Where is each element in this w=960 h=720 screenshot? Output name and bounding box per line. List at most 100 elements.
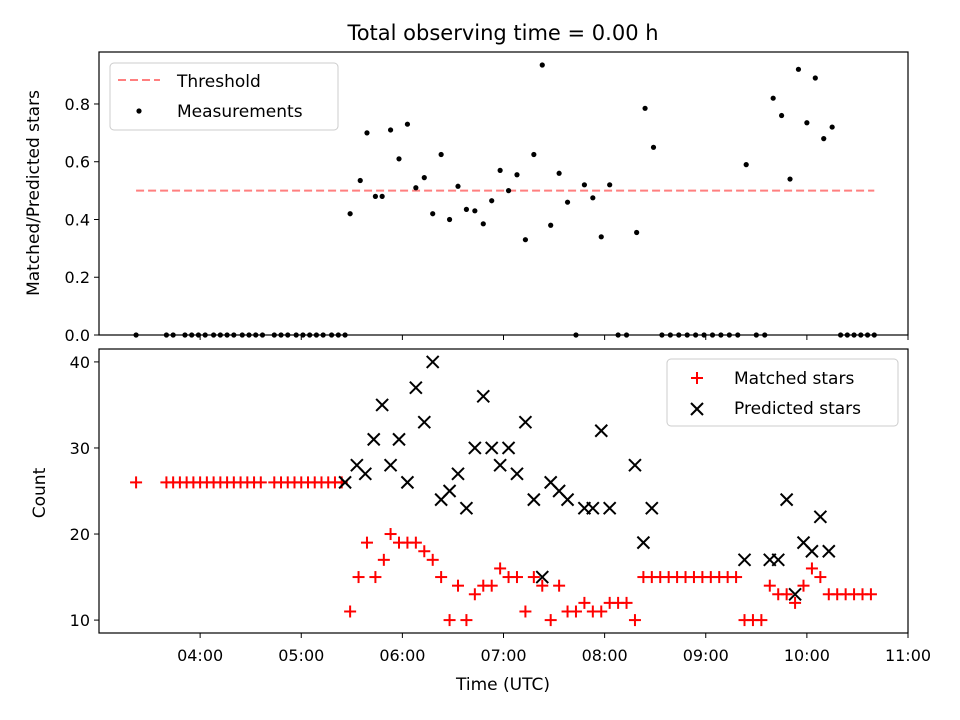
measurement-point <box>607 182 613 188</box>
measurement-point <box>505 188 512 194</box>
predicted-star-point <box>426 355 440 369</box>
matched-star-point <box>360 536 373 549</box>
x-tick-label: 07:00 <box>480 646 526 665</box>
legend-predicted-label: Predicted stars <box>734 399 861 419</box>
matched-star-point <box>418 545 431 558</box>
matched-star-point <box>814 571 827 584</box>
predicted-star-point <box>510 467 524 481</box>
matched-star-point <box>544 614 557 627</box>
measurement-point <box>812 75 818 81</box>
measurement-point <box>387 127 394 133</box>
matched-star-point <box>130 476 143 489</box>
matched-star-point <box>805 562 818 575</box>
measurement-point <box>396 156 402 162</box>
measurement-point <box>821 136 827 142</box>
matched-star-point <box>254 476 267 489</box>
matched-star-point <box>864 588 877 601</box>
predicted-star-point <box>779 492 794 507</box>
measurement-point <box>347 211 353 217</box>
predicted-star-point <box>518 415 533 429</box>
predicted-star-point <box>451 467 465 481</box>
figure-title: Total observing time = 0.00 h <box>346 21 658 45</box>
predicted-star-point <box>628 458 642 472</box>
measurement-point <box>372 193 379 199</box>
measurement-point <box>446 216 453 223</box>
matched-star-point <box>595 605 608 618</box>
matched-star-point <box>763 579 776 592</box>
measurement-point <box>804 120 810 126</box>
x-tick-label: 04:00 <box>177 646 223 665</box>
predicted-star-point <box>788 587 802 601</box>
predicted-star-point <box>602 501 617 515</box>
measurement-point <box>404 121 411 127</box>
measurement-point <box>770 95 776 101</box>
matched-star-point <box>578 596 591 609</box>
predicted-star-point <box>636 535 651 550</box>
legend-predicted-swatch <box>690 402 704 416</box>
bottom-y-tick-label: 10 <box>70 611 90 630</box>
measurement-point <box>497 167 503 173</box>
top-y-tick-label: 0.2 <box>65 268 90 287</box>
measurement-point <box>598 234 604 240</box>
matched-star-point <box>519 605 532 618</box>
matched-star-point <box>426 553 439 566</box>
measurement-point <box>364 130 370 136</box>
x-tick-label: 05:00 <box>278 646 324 665</box>
measurement-point <box>480 221 486 227</box>
predicted-star-point <box>560 492 575 507</box>
bottom-legend: Matched stars Predicted stars <box>666 358 899 427</box>
x-tick-label: 10:00 <box>784 646 830 665</box>
predicted-star-point <box>594 424 608 438</box>
predicted-star-point <box>417 415 431 429</box>
top-y-tick-label: 0.4 <box>65 210 90 229</box>
top-y-ticks: 0.0 0.2 0.4 0.6 0.8 <box>65 95 99 345</box>
matched-star-point <box>377 553 390 566</box>
predicted-star-point <box>586 501 600 515</box>
bottom-y-tick-label: 30 <box>70 439 90 458</box>
predicted-star-point <box>813 510 828 524</box>
top-panel: 0.00.20.40.60.8 Matched/Predicted stars … <box>24 51 909 345</box>
legend-measurements-label: Measurements <box>177 102 303 122</box>
measurement-point <box>489 198 495 204</box>
measurement-point <box>430 211 436 217</box>
bottom-ylabel: Count <box>30 467 50 518</box>
measurement-point <box>634 229 640 236</box>
matched-star-point <box>460 614 473 627</box>
matched-star-point <box>527 571 540 584</box>
matched-star-point <box>569 605 582 618</box>
matched-star-point <box>451 579 464 592</box>
matched-star-point <box>510 571 523 584</box>
predicted-star-point <box>358 467 373 481</box>
predicted-star-point <box>771 553 785 567</box>
bottom-y-tick-label: 40 <box>70 353 90 372</box>
matched-star-point <box>435 571 448 584</box>
predicted-star-point <box>459 501 474 515</box>
measurement-point <box>455 183 461 189</box>
measurement-point <box>413 185 419 191</box>
measurement-point <box>590 195 596 201</box>
matched-star-point <box>536 579 549 592</box>
top-points <box>133 62 877 338</box>
predicted-star-point <box>442 484 457 498</box>
bottom-y-ticks: 10 20 30 40 <box>70 353 99 630</box>
matched-star-point <box>797 579 810 592</box>
matched-star-point <box>468 588 481 601</box>
predicted-star-point <box>476 389 490 404</box>
x-tick-label: 08:00 <box>582 646 628 665</box>
matched-star-point <box>620 596 633 609</box>
measurement-point <box>522 237 529 243</box>
measurement-point <box>743 162 749 168</box>
legend-matched-swatch <box>691 372 703 384</box>
measurement-point <box>421 175 427 181</box>
measurement-point <box>357 177 363 184</box>
predicted-star-point <box>822 544 836 558</box>
predicted-star-point <box>527 492 541 507</box>
predicted-star-point <box>501 441 516 455</box>
matched-star-point <box>443 614 456 627</box>
matched-star-point <box>780 588 793 601</box>
matched-star-point <box>730 571 743 584</box>
matched-star-point <box>755 614 768 627</box>
measurement-point <box>564 199 571 205</box>
measurement-point <box>787 176 793 182</box>
predicted-star-point <box>375 398 389 412</box>
